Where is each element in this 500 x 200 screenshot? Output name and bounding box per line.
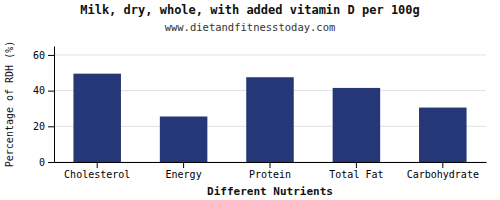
plot: 0 20 40 60 Cholesterol Energy Protein Total Fat… — [33, 47, 487, 181]
y-tick-label: 60 — [33, 50, 45, 61]
y-axis-line — [54, 47, 55, 163]
bar — [160, 116, 208, 162]
chart: Milk, dry, whole, with added vitamin D p… — [0, 0, 500, 200]
title: Milk, dry, whole, with added vitamin D p… — [80, 3, 420, 17]
x-tick-label: Energy — [166, 169, 202, 180]
x-tick: Cholesterol — [64, 162, 130, 180]
bar — [419, 108, 467, 162]
x-tick-mark — [97, 162, 98, 168]
y-tick: 60 — [33, 50, 54, 61]
y-tick-label: 20 — [33, 121, 45, 132]
y-tick-mark — [48, 162, 54, 163]
y-axis-title: Percentage of RDH (%) — [4, 41, 15, 167]
x-axis-title: Different Nutrients — [207, 185, 333, 198]
y-tick-label: 0 — [39, 157, 45, 168]
x-tick: Protein — [249, 162, 291, 180]
x-tick: Total Fat — [329, 162, 383, 180]
y-tick: 40 — [33, 85, 54, 96]
x-tick-label: Cholesterol — [64, 169, 130, 180]
grid-line — [54, 54, 486, 55]
x-tick-label: Carbohydrate — [407, 169, 479, 180]
y-tick-label: 40 — [33, 85, 45, 96]
x-tick-label: Total Fat — [329, 169, 383, 180]
subtitle: www.dietandfitnesstoday.com — [165, 21, 336, 33]
x-tick-label: Protein — [249, 169, 291, 180]
x-tick: Carbohydrate — [407, 162, 479, 180]
y-tick-mark — [48, 126, 54, 127]
x-tick: Energy — [166, 162, 202, 180]
x-tick-mark — [270, 162, 271, 168]
y-tick: 0 — [39, 157, 54, 168]
bar — [246, 77, 294, 162]
y-tick-mark — [48, 55, 54, 56]
bar — [73, 74, 121, 162]
x-tick-mark — [183, 162, 184, 168]
bars — [73, 74, 466, 162]
grid — [54, 55, 486, 162]
x-tick-mark — [442, 162, 443, 168]
x-axis: Cholesterol Energy Protein Total Fat Carbohy… — [55, 162, 487, 180]
y-tick-mark — [48, 91, 54, 92]
y-axis: 0 20 40 60 — [33, 47, 55, 168]
x-tick-mark — [356, 162, 357, 168]
bar — [333, 88, 381, 162]
y-tick: 20 — [33, 121, 54, 132]
